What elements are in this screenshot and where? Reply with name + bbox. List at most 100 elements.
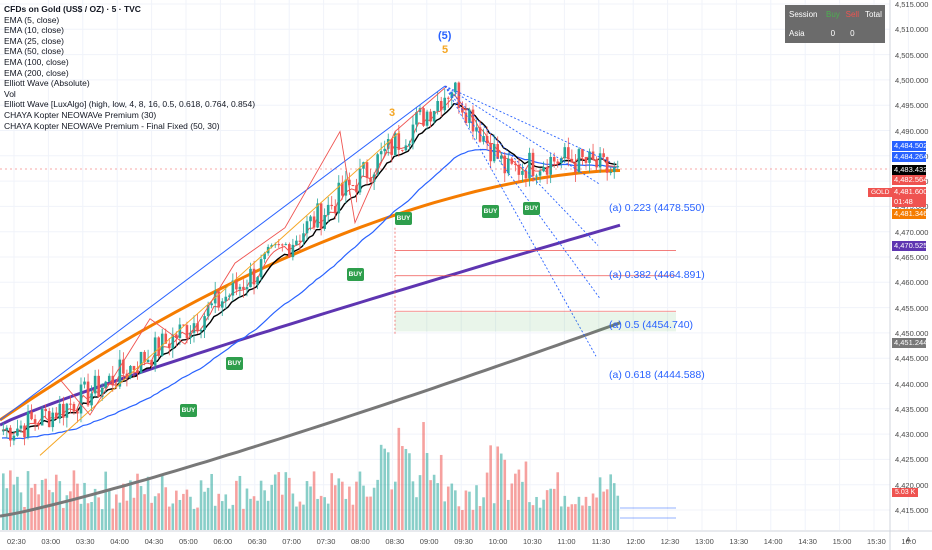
volume-bar bbox=[62, 507, 65, 530]
legend-item[interactable]: EMA (25, close) bbox=[4, 35, 64, 46]
wave-channel-line bbox=[39, 131, 401, 456]
candle-body bbox=[167, 343, 171, 349]
buy-signal: BUY bbox=[523, 202, 540, 215]
candle-body bbox=[111, 375, 115, 386]
candle-body bbox=[517, 164, 521, 175]
candle-body bbox=[390, 139, 394, 155]
volume-bar bbox=[228, 508, 231, 530]
candle-body bbox=[330, 204, 334, 207]
candle-body bbox=[581, 149, 584, 158]
candle-body bbox=[577, 149, 581, 173]
legend-item[interactable]: Elliott Wave [LuxAlgo] (high, low, 4, 8,… bbox=[4, 99, 256, 110]
buy-signal: BUY bbox=[180, 404, 197, 417]
candle-body bbox=[9, 427, 12, 441]
volume-bar bbox=[348, 486, 351, 530]
candle-body bbox=[531, 152, 535, 177]
time-tick-label: 10:30 bbox=[523, 537, 542, 546]
time-tick-label: 12:30 bbox=[660, 537, 680, 546]
candle-body bbox=[602, 153, 605, 158]
indicator-legend: CFDs on Gold (US$ / OZ) · 5 · TVC EMA (5… bbox=[4, 4, 255, 131]
time-tick-label: 07:30 bbox=[316, 537, 336, 546]
candle-body bbox=[496, 144, 499, 159]
candle-body bbox=[365, 162, 369, 178]
sell-header: Sell bbox=[845, 10, 859, 19]
candle-body bbox=[616, 166, 620, 168]
volume-bar bbox=[150, 502, 153, 530]
legend-item[interactable]: EMA (200, close) bbox=[4, 67, 69, 78]
fib-level-label: (a) 0.382 (4464.891) bbox=[609, 269, 705, 281]
buy-header: Buy bbox=[826, 10, 840, 19]
volume-bar bbox=[252, 496, 256, 530]
time-tick-label: 02:30 bbox=[7, 537, 26, 546]
candle-body bbox=[326, 204, 330, 216]
price-tag: 4,482.564 bbox=[892, 175, 928, 185]
volume-bar bbox=[107, 489, 111, 530]
legend-item[interactable]: Elliott Wave (Absolute) bbox=[4, 78, 90, 89]
candle-body bbox=[376, 154, 379, 175]
price-tick-label: 4,505.000 bbox=[895, 50, 929, 60]
volume-bar bbox=[291, 493, 295, 530]
volume-bar bbox=[351, 504, 355, 530]
candle-body bbox=[542, 166, 545, 172]
candle-body bbox=[125, 373, 129, 378]
sell-count: 0 bbox=[850, 29, 855, 38]
volume-bar bbox=[132, 497, 136, 530]
candle-body bbox=[62, 403, 65, 418]
price-tag: 01:48 bbox=[892, 197, 926, 207]
candle-body bbox=[309, 216, 312, 222]
price-tick-label: 4,470.000 bbox=[895, 227, 929, 237]
candle-body bbox=[348, 179, 351, 186]
candle-body bbox=[19, 425, 23, 429]
candle-body bbox=[521, 170, 524, 175]
candle-body bbox=[76, 411, 79, 414]
legend-item[interactable]: EMA (5, close) bbox=[4, 14, 60, 25]
candle-body bbox=[175, 334, 178, 338]
volume-bar bbox=[76, 483, 79, 530]
legend-item[interactable]: CHAYA Kopter NEOWAVe Premium (30) bbox=[4, 109, 157, 120]
legend-item[interactable]: CHAYA Kopter NEOWAVe Premium - Final Fix… bbox=[4, 120, 220, 131]
volume-bar bbox=[446, 486, 450, 530]
candle-body bbox=[446, 97, 450, 99]
candle-body bbox=[323, 215, 326, 229]
volume-bar bbox=[521, 481, 524, 530]
candle-body bbox=[404, 145, 408, 151]
candle-body bbox=[510, 158, 514, 164]
volume-bar bbox=[273, 474, 277, 530]
auto-scale-button[interactable]: A bbox=[906, 537, 911, 544]
candle-body bbox=[397, 133, 401, 150]
symbol-title[interactable]: CFDs on Gold (US$ / OZ) · 5 · TVC bbox=[4, 4, 141, 14]
volume-bar bbox=[288, 477, 291, 530]
time-tick-label: 03:00 bbox=[41, 537, 61, 546]
candle-body bbox=[503, 155, 507, 174]
legend-item[interactable]: EMA (50, close) bbox=[4, 46, 64, 57]
candle-body bbox=[454, 82, 457, 93]
session-name: Asia bbox=[789, 29, 805, 38]
volume-bar bbox=[376, 479, 379, 530]
wave-label-paren-5: (5) bbox=[438, 30, 452, 42]
price-tag: 4,484.502 bbox=[892, 141, 928, 151]
candle-body bbox=[598, 153, 602, 168]
candle-body bbox=[351, 185, 355, 187]
volume-bar bbox=[492, 503, 496, 530]
candle-body bbox=[196, 323, 199, 332]
legend-item[interactable]: Vol bbox=[4, 88, 16, 99]
volume-bar bbox=[245, 488, 249, 530]
legend-item[interactable]: EMA (100, close) bbox=[4, 56, 69, 67]
legend-item[interactable]: EMA (10, close) bbox=[4, 25, 64, 36]
time-tick-label: 15:00 bbox=[832, 537, 852, 546]
fib-projection-line bbox=[444, 85, 601, 185]
volume-bar bbox=[199, 480, 203, 530]
candle-body bbox=[30, 411, 33, 420]
volume-bar bbox=[12, 484, 16, 530]
candle-body bbox=[217, 291, 221, 308]
candle-body bbox=[556, 161, 560, 164]
candle-body bbox=[132, 365, 136, 371]
volume-bar bbox=[26, 471, 30, 530]
candle-body bbox=[136, 370, 139, 374]
volume-bar bbox=[139, 486, 143, 530]
candle-body bbox=[386, 139, 390, 149]
volume-bar bbox=[390, 489, 394, 530]
candle-body bbox=[72, 404, 76, 412]
candle-body bbox=[206, 305, 210, 317]
